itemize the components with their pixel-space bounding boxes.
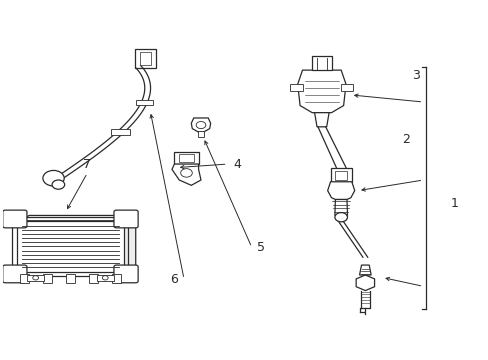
- Bar: [97, 275, 114, 281]
- Bar: [197, 131, 204, 137]
- Polygon shape: [191, 118, 210, 132]
- Bar: [20, 274, 29, 283]
- Text: 7: 7: [83, 158, 91, 171]
- Circle shape: [180, 168, 192, 177]
- Bar: [311, 56, 331, 70]
- Text: 5: 5: [257, 241, 265, 254]
- Bar: [65, 274, 75, 283]
- Polygon shape: [334, 199, 347, 215]
- Bar: [12, 217, 128, 276]
- Bar: [88, 274, 98, 283]
- Text: 1: 1: [450, 197, 458, 210]
- Text: 6: 6: [170, 273, 178, 286]
- Polygon shape: [314, 113, 328, 127]
- Bar: [42, 274, 52, 283]
- FancyBboxPatch shape: [114, 210, 138, 228]
- Bar: [139, 53, 151, 65]
- Bar: [111, 274, 121, 283]
- Polygon shape: [123, 215, 136, 272]
- Bar: [27, 275, 44, 281]
- FancyBboxPatch shape: [114, 265, 138, 283]
- Polygon shape: [355, 275, 374, 291]
- Text: 2: 2: [402, 133, 409, 146]
- Circle shape: [196, 122, 205, 129]
- Polygon shape: [359, 265, 370, 275]
- Circle shape: [33, 276, 39, 280]
- Polygon shape: [17, 215, 136, 221]
- Bar: [330, 168, 351, 182]
- Polygon shape: [341, 84, 352, 91]
- Polygon shape: [297, 70, 346, 113]
- Bar: [17, 221, 123, 272]
- Polygon shape: [290, 84, 302, 91]
- Circle shape: [334, 213, 347, 222]
- FancyBboxPatch shape: [3, 210, 27, 228]
- Bar: [179, 154, 193, 162]
- Circle shape: [43, 170, 64, 186]
- Circle shape: [102, 276, 108, 280]
- Polygon shape: [327, 182, 354, 199]
- Bar: [136, 99, 153, 104]
- Bar: [135, 49, 156, 68]
- Text: 3: 3: [411, 69, 419, 82]
- Polygon shape: [172, 164, 201, 185]
- Bar: [174, 152, 198, 164]
- Circle shape: [52, 180, 64, 189]
- Text: 4: 4: [233, 158, 241, 171]
- Bar: [111, 129, 130, 135]
- FancyBboxPatch shape: [3, 265, 27, 283]
- Bar: [334, 171, 347, 180]
